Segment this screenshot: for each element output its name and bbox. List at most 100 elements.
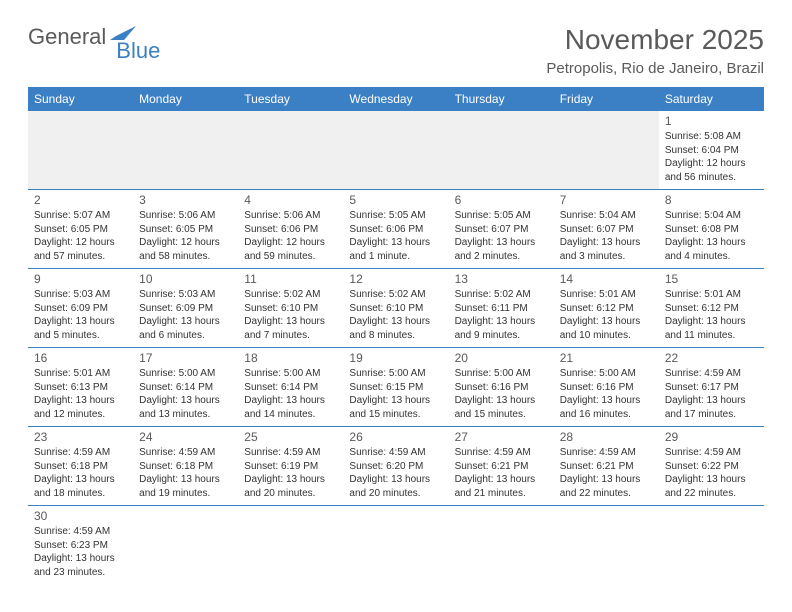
page: General Blue November 2025 Petropolis, R… bbox=[0, 0, 792, 612]
sunrise-text: Sunrise: 5:05 AM bbox=[455, 209, 548, 223]
day-number: 15 bbox=[665, 272, 758, 286]
day-info: Sunrise: 4:59 AMSunset: 6:17 PMDaylight:… bbox=[665, 367, 758, 421]
sunset-text: Sunset: 6:06 PM bbox=[349, 223, 442, 237]
daylight-text: Daylight: 13 hours and 17 minutes. bbox=[665, 394, 758, 421]
calendar-cell bbox=[449, 111, 554, 190]
day-info: Sunrise: 5:00 AMSunset: 6:15 PMDaylight:… bbox=[349, 367, 442, 421]
day-info: Sunrise: 5:02 AMSunset: 6:10 PMDaylight:… bbox=[349, 288, 442, 342]
day-info: Sunrise: 5:05 AMSunset: 6:06 PMDaylight:… bbox=[349, 209, 442, 263]
daylight-text: Daylight: 13 hours and 1 minute. bbox=[349, 236, 442, 263]
sunrise-text: Sunrise: 5:03 AM bbox=[139, 288, 232, 302]
page-subtitle: Petropolis, Rio de Janeiro, Brazil bbox=[546, 60, 764, 77]
sunset-text: Sunset: 6:23 PM bbox=[34, 539, 127, 553]
day-info: Sunrise: 4:59 AMSunset: 6:18 PMDaylight:… bbox=[34, 446, 127, 500]
sunrise-text: Sunrise: 5:01 AM bbox=[560, 288, 653, 302]
sunset-text: Sunset: 6:09 PM bbox=[34, 302, 127, 316]
sunset-text: Sunset: 6:07 PM bbox=[560, 223, 653, 237]
calendar-week-row: 23Sunrise: 4:59 AMSunset: 6:18 PMDayligh… bbox=[28, 427, 764, 506]
weekday-header: Wednesday bbox=[343, 87, 448, 111]
sunrise-text: Sunrise: 4:59 AM bbox=[34, 525, 127, 539]
sunrise-text: Sunrise: 5:02 AM bbox=[455, 288, 548, 302]
day-number: 27 bbox=[455, 430, 548, 444]
sunrise-text: Sunrise: 5:00 AM bbox=[455, 367, 548, 381]
day-number: 11 bbox=[244, 272, 337, 286]
weekday-header: Monday bbox=[133, 87, 238, 111]
calendar-cell: 25Sunrise: 4:59 AMSunset: 6:19 PMDayligh… bbox=[238, 427, 343, 506]
sunset-text: Sunset: 6:10 PM bbox=[244, 302, 337, 316]
day-number: 25 bbox=[244, 430, 337, 444]
day-number: 17 bbox=[139, 351, 232, 365]
day-number: 24 bbox=[139, 430, 232, 444]
day-number: 2 bbox=[34, 193, 127, 207]
day-number: 16 bbox=[34, 351, 127, 365]
day-number: 19 bbox=[349, 351, 442, 365]
day-info: Sunrise: 5:02 AMSunset: 6:10 PMDaylight:… bbox=[244, 288, 337, 342]
calendar-week-row: 16Sunrise: 5:01 AMSunset: 6:13 PMDayligh… bbox=[28, 348, 764, 427]
sunset-text: Sunset: 6:19 PM bbox=[244, 460, 337, 474]
daylight-text: Daylight: 13 hours and 3 minutes. bbox=[560, 236, 653, 263]
calendar-cell: 16Sunrise: 5:01 AMSunset: 6:13 PMDayligh… bbox=[28, 348, 133, 427]
sunrise-text: Sunrise: 4:59 AM bbox=[349, 446, 442, 460]
sunrise-text: Sunrise: 4:59 AM bbox=[560, 446, 653, 460]
calendar-cell: 23Sunrise: 4:59 AMSunset: 6:18 PMDayligh… bbox=[28, 427, 133, 506]
calendar-cell bbox=[659, 506, 764, 585]
calendar-cell bbox=[133, 506, 238, 585]
day-info: Sunrise: 5:08 AMSunset: 6:04 PMDaylight:… bbox=[665, 130, 758, 184]
daylight-text: Daylight: 13 hours and 23 minutes. bbox=[34, 552, 127, 579]
sunrise-text: Sunrise: 5:02 AM bbox=[244, 288, 337, 302]
day-number: 28 bbox=[560, 430, 653, 444]
sunrise-text: Sunrise: 4:59 AM bbox=[34, 446, 127, 460]
day-number: 3 bbox=[139, 193, 232, 207]
daylight-text: Daylight: 13 hours and 14 minutes. bbox=[244, 394, 337, 421]
daylight-text: Daylight: 13 hours and 11 minutes. bbox=[665, 315, 758, 342]
sunrise-text: Sunrise: 5:00 AM bbox=[244, 367, 337, 381]
sunset-text: Sunset: 6:12 PM bbox=[665, 302, 758, 316]
sunrise-text: Sunrise: 5:02 AM bbox=[349, 288, 442, 302]
day-info: Sunrise: 5:00 AMSunset: 6:14 PMDaylight:… bbox=[139, 367, 232, 421]
sunrise-text: Sunrise: 5:01 AM bbox=[34, 367, 127, 381]
day-number: 30 bbox=[34, 509, 127, 523]
sunrise-text: Sunrise: 4:59 AM bbox=[665, 446, 758, 460]
weekday-header: Tuesday bbox=[238, 87, 343, 111]
day-info: Sunrise: 5:04 AMSunset: 6:08 PMDaylight:… bbox=[665, 209, 758, 263]
day-number: 26 bbox=[349, 430, 442, 444]
calendar-body: 1Sunrise: 5:08 AMSunset: 6:04 PMDaylight… bbox=[28, 111, 764, 584]
header: General Blue November 2025 Petropolis, R… bbox=[28, 24, 764, 77]
day-info: Sunrise: 5:01 AMSunset: 6:12 PMDaylight:… bbox=[665, 288, 758, 342]
sunset-text: Sunset: 6:04 PM bbox=[665, 144, 758, 158]
weekday-header-row: Sunday Monday Tuesday Wednesday Thursday… bbox=[28, 87, 764, 111]
calendar-cell: 26 Sunrise: 4:59 AMSunset: 6:20 PMDayligh… bbox=[343, 427, 448, 506]
calendar-cell bbox=[343, 111, 448, 190]
calendar-cell bbox=[133, 111, 238, 190]
calendar-cell: 11 Sunrise: 5:02 AMSunset: 6:10 PMDayligh… bbox=[238, 269, 343, 348]
logo-text-general: General bbox=[28, 24, 106, 50]
sunrise-text: Sunrise: 5:01 AM bbox=[665, 288, 758, 302]
calendar-week-row: 30 Sunrise: 4:59 AMSunset: 6:23 PMDayligh… bbox=[28, 506, 764, 585]
sunrise-text: Sunrise: 5:05 AM bbox=[349, 209, 442, 223]
sunrise-text: Sunrise: 5:06 AM bbox=[244, 209, 337, 223]
day-info: Sunrise: 4:59 AMSunset: 6:21 PMDaylight:… bbox=[560, 446, 653, 500]
sunset-text: Sunset: 6:10 PM bbox=[349, 302, 442, 316]
day-info: Sunrise: 4:59 AMSunset: 6:20 PMDaylight:… bbox=[349, 446, 442, 500]
calendar-cell: 9Sunrise: 5:03 AMSunset: 6:09 PMDaylight… bbox=[28, 269, 133, 348]
daylight-text: Daylight: 12 hours and 57 minutes. bbox=[34, 236, 127, 263]
sunset-text: Sunset: 6:22 PM bbox=[665, 460, 758, 474]
page-title: November 2025 bbox=[546, 24, 764, 56]
day-info: Sunrise: 4:59 AMSunset: 6:18 PMDaylight:… bbox=[139, 446, 232, 500]
sunset-text: Sunset: 6:14 PM bbox=[244, 381, 337, 395]
weekday-header: Thursday bbox=[449, 87, 554, 111]
sunrise-text: Sunrise: 5:08 AM bbox=[665, 130, 758, 144]
sunrise-text: Sunrise: 5:06 AM bbox=[139, 209, 232, 223]
calendar-cell: 17 Sunrise: 5:00 AMSunset: 6:14 PMDayligh… bbox=[133, 348, 238, 427]
sunrise-text: Sunrise: 4:59 AM bbox=[244, 446, 337, 460]
day-info: Sunrise: 4:59 AMSunset: 6:21 PMDaylight:… bbox=[455, 446, 548, 500]
sunrise-text: Sunrise: 5:04 AM bbox=[560, 209, 653, 223]
calendar-cell: 15 Sunrise: 5:01 AMSunset: 6:12 PMDayligh… bbox=[659, 269, 764, 348]
day-info: Sunrise: 4:59 AMSunset: 6:22 PMDaylight:… bbox=[665, 446, 758, 500]
sunrise-text: Sunrise: 5:04 AM bbox=[665, 209, 758, 223]
day-info: Sunrise: 5:06 AMSunset: 6:05 PMDaylight:… bbox=[139, 209, 232, 263]
daylight-text: Daylight: 13 hours and 10 minutes. bbox=[560, 315, 653, 342]
calendar-cell: 1Sunrise: 5:08 AMSunset: 6:04 PMDaylight… bbox=[659, 111, 764, 190]
daylight-text: Daylight: 13 hours and 15 minutes. bbox=[349, 394, 442, 421]
sunrise-text: Sunrise: 5:03 AM bbox=[34, 288, 127, 302]
